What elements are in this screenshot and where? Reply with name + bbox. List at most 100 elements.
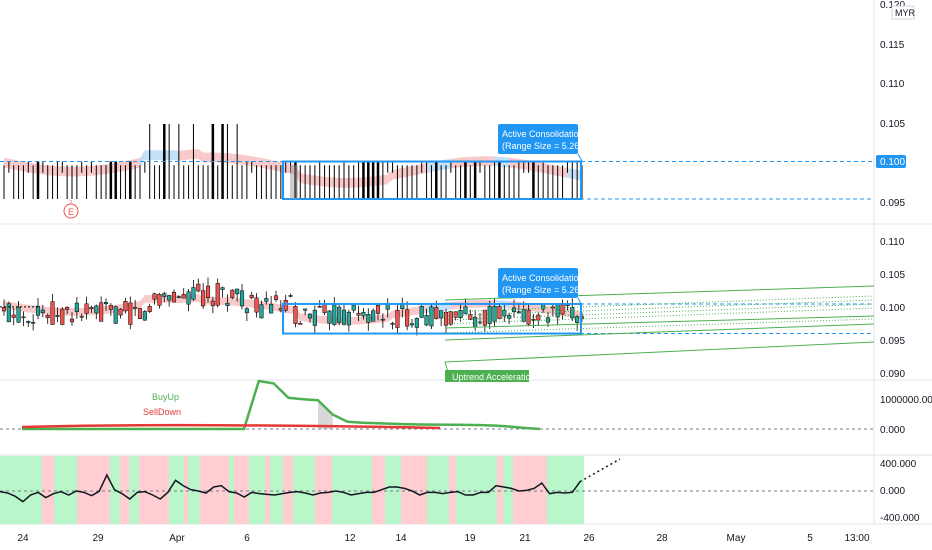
band-segment (329, 177, 335, 188)
candle-body (434, 307, 439, 319)
price-bar (139, 165, 141, 199)
band-segment (514, 158, 519, 169)
tick-label: 0.000 (880, 425, 905, 436)
band-segment (242, 154, 247, 166)
price-bar (134, 165, 136, 199)
band-segment (450, 301, 456, 310)
oscillator-axis[interactable]: 400.000 0.000 -400.000 (880, 459, 920, 524)
price-pane-lower[interactable]: Uptrend Acceleration Active Consolidation… (0, 268, 875, 382)
price-bar (371, 161, 375, 199)
band-segment (344, 177, 349, 188)
bg-stripe (547, 456, 564, 524)
price-bar (401, 165, 403, 199)
candle-body (317, 306, 322, 308)
oscillator-projection (579, 458, 621, 483)
price-bar (494, 161, 496, 199)
band-segment (533, 303, 539, 313)
candle-body (332, 304, 337, 325)
oscillator-pane[interactable] (0, 458, 874, 503)
band-segment (276, 303, 281, 313)
trend-line (444, 307, 875, 325)
band-segment (567, 168, 573, 179)
band-segment (387, 310, 393, 322)
band-segment (174, 150, 179, 161)
time-label: 5 (807, 533, 813, 544)
candle-body (424, 315, 429, 326)
price-bar (382, 161, 384, 199)
price-bar (173, 165, 175, 199)
band-segment (285, 162, 291, 174)
band-segment (528, 303, 534, 312)
band-segment (42, 164, 48, 176)
bg-stripe (42, 456, 49, 524)
annotation-text: Active Consolidation (502, 273, 584, 283)
candle-body (327, 310, 332, 324)
currency-box[interactable] (891, 5, 915, 20)
band-segment (76, 166, 82, 177)
candle-body (142, 311, 147, 321)
band-segment (421, 163, 427, 174)
candle-body (128, 302, 133, 325)
candle-body (133, 307, 138, 309)
bg-stripe (95, 456, 110, 524)
bg-stripe (229, 456, 234, 524)
volume-axis[interactable]: 1000000.000 0.000 (880, 395, 932, 436)
tick-label: 0.110 (880, 79, 905, 90)
price-bar (421, 161, 423, 173)
candle-body (448, 311, 453, 325)
annotation-text: (Range Size = 5.26%) (502, 285, 590, 295)
band-segment (144, 295, 150, 303)
band-segment (552, 165, 558, 176)
price-axis-upper[interactable]: 0.120 0.115 0.110 0.105 0.100 0.095 MYR (876, 0, 916, 209)
band-segment (154, 150, 160, 160)
price-bar (445, 165, 447, 199)
band-segment (266, 158, 272, 170)
bg-stripe (200, 456, 217, 524)
volume-flow-pane[interactable]: BuyUp SellDown (0, 379, 874, 431)
bg-stripe (305, 456, 315, 524)
band-segment (446, 158, 451, 170)
candle-body (35, 305, 41, 316)
candle-body (147, 306, 152, 312)
price-pane-upper[interactable]: Active Consolidation (Range Size = 5.26%)… (0, 124, 874, 219)
time-axis[interactable]: 24 29 Apr 6 12 14 19 21 26 28 May 5 13:0… (17, 533, 870, 544)
price-bar (309, 165, 311, 199)
candle-body (560, 304, 565, 315)
band-segment (52, 165, 58, 176)
bg-stripe (169, 456, 176, 524)
candle-body (21, 316, 26, 319)
bg-stripe (413, 456, 427, 524)
band-segment (548, 164, 553, 175)
price-bar (460, 165, 462, 199)
price-bar (231, 165, 233, 199)
bg-stripe (49, 456, 54, 524)
price-bar (392, 161, 394, 173)
candle-body (74, 302, 79, 312)
price-bar (32, 165, 34, 199)
price-bar (66, 165, 68, 199)
band-segment (149, 150, 155, 160)
bg-stripe (332, 456, 338, 524)
band-segment (271, 159, 276, 171)
candle-body (1, 307, 7, 312)
price-axis-lower[interactable]: 0.110 0.105 0.100 0.095 0.090 (880, 237, 905, 380)
price-bar (557, 165, 559, 199)
candle-body (307, 313, 313, 319)
band-segment (67, 308, 72, 316)
price-bar (260, 165, 262, 199)
price-bar (36, 161, 40, 199)
time-label: 12 (344, 533, 356, 544)
bg-stripe (293, 456, 305, 524)
bg-stripe (578, 456, 584, 524)
candle-body (463, 306, 468, 315)
annotation-pointer (577, 153, 583, 162)
tick-label: 0.090 (880, 369, 905, 380)
price-bar (3, 165, 5, 199)
price-bar (518, 161, 520, 199)
candle-body (497, 306, 502, 320)
bg-stripe (255, 456, 259, 524)
price-bar (523, 161, 525, 173)
price-bar (18, 165, 20, 199)
band-segment (300, 173, 306, 184)
